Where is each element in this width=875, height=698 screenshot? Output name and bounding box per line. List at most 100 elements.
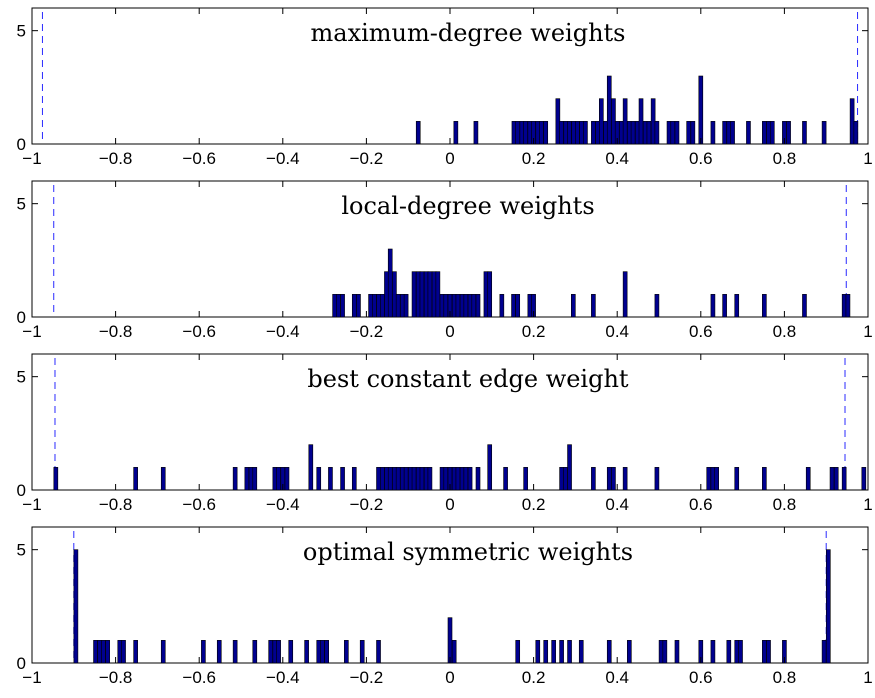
x-tick-label: 0.6 <box>689 495 713 514</box>
histogram-bar <box>232 467 238 491</box>
histogram-bar <box>487 444 493 491</box>
histogram-bar <box>376 467 381 491</box>
x-tick-label: 0.6 <box>689 149 713 168</box>
x-tick-label: 0 <box>445 495 454 514</box>
x-tick-label: −0.6 <box>182 149 216 168</box>
histogram-bar <box>411 467 417 491</box>
histogram-bar <box>332 294 337 318</box>
histogram-bar <box>499 294 505 318</box>
histogram-bar <box>575 121 580 145</box>
histogram-bar <box>591 294 596 318</box>
x-tick-label: −0.8 <box>99 495 133 514</box>
histogram-bar <box>447 617 453 664</box>
panel-title: best constant edge weight <box>307 365 629 393</box>
histogram-bar <box>467 294 473 318</box>
histogram-bar <box>805 467 811 491</box>
x-tick-label: 0.4 <box>605 495 629 514</box>
histogram-bar <box>419 467 425 491</box>
histogram-bar <box>634 121 640 145</box>
histogram-bar <box>662 640 668 664</box>
x-tick-label: 0.8 <box>773 149 797 168</box>
panel-optimal-symmetric-weights: −1 −0.8 −0.6 −0.4 −0.2 0 0.2 0.4 0.6 0.8 1 0 5 optima… <box>17 526 873 687</box>
histogram-bar <box>559 640 564 664</box>
histogram-bar <box>710 294 716 318</box>
histogram-bar <box>455 294 461 318</box>
histogram-bar <box>471 294 477 318</box>
histogram-bar <box>821 121 827 145</box>
y-tick-label: 5 <box>17 195 26 214</box>
histogram-bar <box>766 640 771 664</box>
histogram-bar <box>722 121 727 145</box>
histogram-bar <box>463 467 469 491</box>
x-tick-label: −0.4 <box>266 149 300 168</box>
x-tick-label: −0.4 <box>266 322 300 341</box>
histogram-bar <box>252 467 258 491</box>
histogram-bar <box>710 467 716 491</box>
histogram-bar <box>511 121 517 145</box>
x-tick-label: 0.8 <box>773 322 797 341</box>
histogram-bar <box>666 121 672 145</box>
x-tick-label: −0.4 <box>266 495 300 514</box>
histogram-bar <box>451 294 457 318</box>
histogram-bar <box>344 640 349 664</box>
x-tick-label: −0.2 <box>350 322 384 341</box>
histogram-bar <box>686 121 691 145</box>
histogram-bar <box>802 294 807 318</box>
histogram-bar <box>423 467 429 491</box>
histogram-bar <box>670 121 676 145</box>
histogram-bar <box>734 640 740 664</box>
panel-title: maximum-degree weights <box>311 19 626 47</box>
histogram-bar <box>829 467 835 491</box>
histogram-bar <box>400 467 405 491</box>
histogram-bar <box>627 121 632 145</box>
x-tick-label: −1 <box>22 495 41 514</box>
histogram-bar <box>571 294 576 318</box>
histogram-bar <box>340 294 345 318</box>
x-tick-label: −1 <box>22 668 41 687</box>
histogram-bar <box>379 294 385 318</box>
histogram-bar <box>248 467 254 491</box>
x-tick-label: −0.2 <box>350 668 384 687</box>
histogram-bar <box>841 467 847 491</box>
histogram-bar <box>555 98 561 145</box>
x-tick-label: 0 <box>445 322 454 341</box>
histogram-bar <box>543 640 549 664</box>
histogram-bar <box>523 121 528 145</box>
histogram-bar <box>407 467 413 491</box>
histogram-bar <box>324 640 329 664</box>
histogram-bar <box>351 467 357 491</box>
x-tick-label: −0.2 <box>350 495 384 514</box>
x-tick-label: 0 <box>445 668 454 687</box>
x-tick-label: 0.8 <box>773 495 797 514</box>
x-tick-label: −0.6 <box>182 668 216 687</box>
histogram-bar <box>690 121 696 145</box>
histogram-bar <box>455 467 461 491</box>
histogram-bar <box>630 121 636 145</box>
histogram-bar <box>376 294 381 318</box>
histogram-bar <box>272 467 278 491</box>
histogram-bar <box>97 640 103 664</box>
histogram-bar <box>415 467 421 491</box>
histogram-bar <box>654 294 660 318</box>
histogram-bar <box>535 640 541 664</box>
histogram-bar <box>539 121 544 145</box>
histogram-bar <box>160 640 166 664</box>
histogram-bar <box>734 294 740 318</box>
histogram-bar <box>535 121 541 145</box>
x-tick-label: 0.6 <box>689 668 713 687</box>
x-tick-label: 0.2 <box>522 322 546 341</box>
histogram-bar <box>351 294 357 318</box>
histogram-bar <box>392 271 397 318</box>
histogram-bar <box>726 640 732 664</box>
y-tick-label: 0 <box>17 135 26 154</box>
x-tick-label: −1 <box>22 149 41 168</box>
histogram-bar <box>706 467 712 491</box>
histogram-bar <box>395 467 401 491</box>
histogram-bar <box>523 467 528 491</box>
histogram-bar <box>439 467 445 491</box>
histogram-bar <box>453 121 459 145</box>
histogram-bar <box>372 294 377 318</box>
histogram-bar <box>403 467 409 491</box>
histogram-bar <box>726 121 732 145</box>
